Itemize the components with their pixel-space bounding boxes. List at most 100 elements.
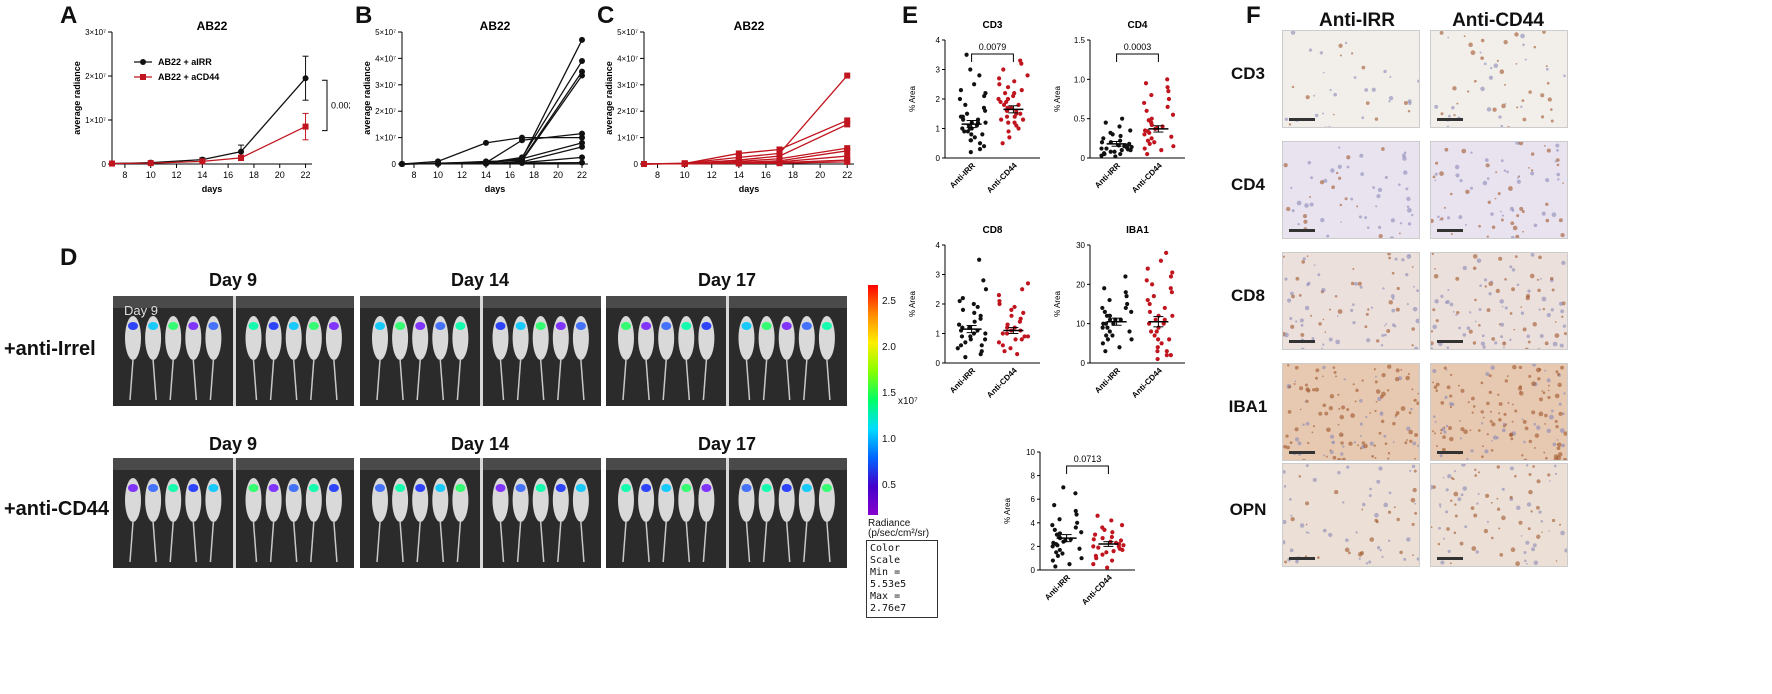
mouse-tail [580, 359, 585, 401]
ihc-cell [1340, 452, 1344, 456]
ihc-cell [1411, 327, 1415, 331]
ihc-cell [1462, 333, 1467, 337]
ihc-cell [1470, 151, 1473, 154]
data-point [1099, 140, 1105, 145]
ihc-cell [1498, 256, 1503, 261]
y-tick-label: 0 [936, 154, 941, 163]
ihc-cell [1353, 76, 1357, 79]
mouse-tail [169, 521, 174, 563]
data-point [972, 319, 977, 324]
ihc-cell [1322, 71, 1325, 74]
ihc-cell [1378, 431, 1382, 435]
data-point [1147, 301, 1152, 307]
ihc-cell [1284, 332, 1289, 338]
y-tick-label: 5×10⁷ [375, 28, 396, 37]
y-tick-label: 0 [1081, 359, 1086, 368]
data-point [981, 144, 987, 149]
ihc-cell [1388, 95, 1394, 101]
ihc-cell [1413, 469, 1417, 473]
ihc-cell [1286, 445, 1290, 450]
ihc-cell [1375, 375, 1377, 378]
ihc-cell [1289, 317, 1293, 321]
data-point [1158, 258, 1164, 263]
ihc-cell [1416, 289, 1419, 293]
data-point [1146, 321, 1152, 326]
ihc-cell [1447, 216, 1451, 220]
data-point [1105, 565, 1110, 570]
ihc-cell [1367, 308, 1370, 311]
data-point [982, 337, 988, 342]
ihc-cell [1498, 412, 1501, 415]
bli-signal [248, 322, 259, 330]
ihc-cell [1480, 86, 1485, 92]
ihc-cell [1299, 386, 1304, 391]
data-point [997, 301, 1002, 307]
data-point [1110, 333, 1115, 338]
data-point [1166, 89, 1171, 94]
f-col-header-irr: Anti-IRR [1319, 10, 1395, 31]
bli-signal [741, 322, 752, 330]
bli-signal [128, 322, 138, 330]
ihc-cell [1381, 147, 1385, 151]
ihc-cell [1514, 474, 1517, 478]
ihc-cell [1288, 498, 1292, 501]
ihc-cell [1431, 253, 1434, 256]
data-point [1101, 151, 1107, 156]
x-tick-label: 22 [842, 170, 852, 180]
data-point [983, 91, 988, 96]
ihc-cell [1357, 551, 1363, 557]
data-point [1018, 111, 1023, 116]
ihc-cell [1455, 313, 1458, 317]
mouse-tail [399, 359, 404, 401]
data-point [1016, 126, 1021, 131]
x-tick-label: 12 [457, 170, 467, 180]
mouse-tail [376, 359, 381, 401]
data-point [996, 96, 1001, 102]
ihc-cell [1302, 257, 1306, 261]
ihc-cell [1413, 398, 1417, 402]
ihc-cell [1558, 402, 1562, 406]
ihc-cell [1469, 311, 1472, 314]
data-point [1002, 349, 1007, 354]
ihc-cell [1449, 405, 1453, 409]
ihc-cell [1389, 236, 1395, 238]
ihc-cell [1518, 142, 1524, 146]
data-point [1012, 79, 1017, 84]
ihc-cell [1376, 546, 1381, 550]
data-point [483, 160, 489, 167]
ihc-cell [1443, 366, 1447, 370]
ihc-cell [1452, 310, 1455, 313]
ihc-cell [1501, 515, 1506, 521]
d-row-label-irrel: +anti-Irrel [4, 338, 96, 360]
ihc-cell [1486, 177, 1490, 180]
ihc-cell [1412, 306, 1418, 312]
mouse-tail [333, 521, 338, 563]
ihc-cell [1542, 31, 1546, 34]
ihc-cell [1545, 178, 1550, 183]
bli-signal [168, 484, 179, 492]
ihc-cell [1538, 397, 1544, 402]
ihc-cell [1437, 542, 1441, 546]
data-point [968, 334, 973, 339]
data-point [1100, 325, 1105, 330]
ihc-cell [1516, 505, 1521, 511]
data-point [1067, 562, 1072, 567]
ihc-cell [1299, 523, 1305, 528]
data-point [1006, 129, 1011, 134]
y-tick-label: 2 [1031, 542, 1036, 551]
ihc-cell [1492, 107, 1497, 112]
ihc-cell [1431, 330, 1434, 333]
bli-signal [515, 484, 526, 492]
data-point [579, 58, 585, 65]
ihc-cell [1388, 100, 1391, 103]
bli-mice-layer [125, 316, 342, 401]
data-point [1168, 286, 1173, 291]
mouse-tail [129, 521, 134, 563]
y-tick-label: 4 [1031, 519, 1036, 528]
bli-signal [681, 322, 692, 330]
mouse-tail [685, 359, 691, 401]
bli-signal [288, 484, 299, 492]
ihc-cell [1450, 499, 1453, 502]
data-point [1122, 144, 1127, 149]
chart-title: CD8 [982, 225, 1002, 236]
